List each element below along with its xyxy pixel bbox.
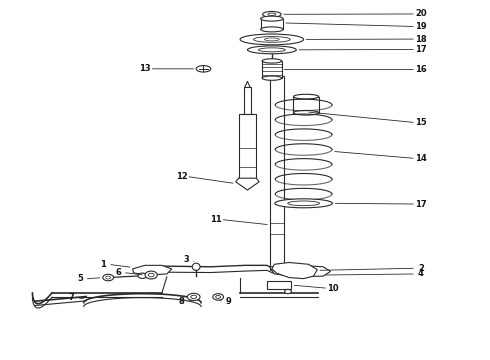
Ellipse shape	[191, 295, 196, 298]
Ellipse shape	[263, 12, 281, 17]
Ellipse shape	[262, 76, 282, 80]
Ellipse shape	[187, 293, 200, 301]
Bar	[239, 114, 256, 180]
Text: 20: 20	[415, 9, 427, 18]
Text: 14: 14	[415, 154, 427, 163]
Ellipse shape	[261, 27, 283, 32]
Bar	[270, 76, 284, 270]
Bar	[244, 87, 251, 114]
Ellipse shape	[294, 111, 319, 115]
Ellipse shape	[138, 273, 147, 278]
Bar	[262, 61, 282, 78]
Text: 4: 4	[418, 269, 424, 278]
Text: 11: 11	[210, 215, 221, 224]
Ellipse shape	[240, 34, 304, 45]
Ellipse shape	[106, 276, 111, 279]
Ellipse shape	[145, 271, 157, 279]
Bar	[261, 19, 283, 30]
Ellipse shape	[285, 289, 292, 294]
Polygon shape	[133, 265, 172, 275]
Ellipse shape	[258, 48, 285, 52]
Ellipse shape	[196, 66, 211, 72]
Ellipse shape	[148, 273, 154, 277]
Ellipse shape	[265, 38, 279, 41]
Text: 9: 9	[226, 297, 232, 306]
Text: 7: 7	[69, 293, 74, 302]
Bar	[294, 96, 319, 113]
Text: 2: 2	[418, 264, 424, 273]
Ellipse shape	[261, 16, 283, 21]
Ellipse shape	[288, 201, 319, 206]
Text: 10: 10	[327, 284, 339, 293]
Ellipse shape	[253, 37, 290, 42]
Text: 3: 3	[183, 255, 189, 264]
Ellipse shape	[262, 59, 282, 63]
Text: 15: 15	[415, 118, 427, 127]
Polygon shape	[270, 265, 331, 277]
Ellipse shape	[216, 296, 220, 298]
Text: 12: 12	[175, 172, 187, 181]
Text: 13: 13	[139, 64, 150, 73]
Ellipse shape	[275, 199, 332, 208]
Ellipse shape	[247, 46, 296, 54]
Ellipse shape	[268, 13, 276, 15]
Text: 17: 17	[415, 199, 427, 208]
Text: 16: 16	[415, 65, 427, 74]
Ellipse shape	[213, 294, 223, 300]
Text: 5: 5	[77, 274, 83, 283]
Text: 19: 19	[415, 22, 427, 31]
Text: 18: 18	[415, 35, 427, 44]
Text: 6: 6	[115, 268, 121, 277]
Polygon shape	[272, 262, 318, 279]
Ellipse shape	[294, 94, 319, 99]
Text: 17: 17	[415, 45, 427, 54]
Text: 8: 8	[179, 297, 184, 306]
Ellipse shape	[103, 274, 114, 281]
Ellipse shape	[192, 263, 200, 270]
Text: 1: 1	[100, 260, 106, 269]
Polygon shape	[236, 178, 259, 190]
Polygon shape	[267, 282, 292, 289]
